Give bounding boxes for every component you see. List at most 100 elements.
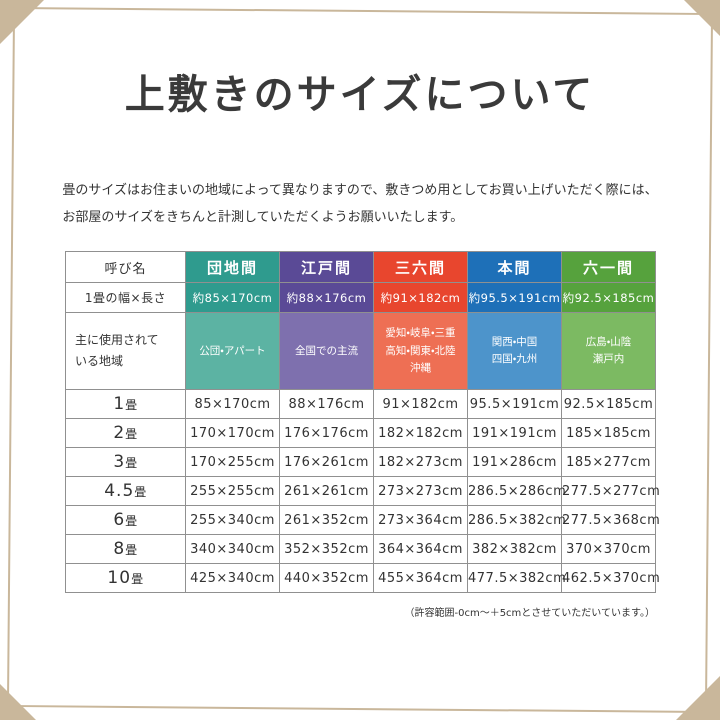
dimension-cell-4: 191×191cm [467,418,562,449]
dimension-cell-3: 182×182cm [373,418,468,449]
dimension-cell-2: 440×352cm [279,563,374,594]
dimension-cell-2: 176×261cm [279,447,374,478]
region-cell-2: 全国での主流 [279,312,374,391]
dimension-cell-1: 85×170cm [185,389,280,420]
dimension-cell-1: 425×340cm [185,563,280,594]
dimension-cell-3: 364×364cm [373,534,468,565]
dimension-cell-5: 277.5×368cm [561,505,660,536]
mat-size-cell-5: 約92.5×185cm [561,282,656,314]
dimension-cell-5: 277.5×277cm [561,476,660,507]
dimension-cell-1: 340×340cm [185,534,280,565]
row-label: 4.5畳 [65,476,186,507]
dimension-cell-4: 95.5×191cm [467,389,562,420]
dimension-cell-4: 286.5×286cm [467,476,566,507]
row-label-unit: 畳 [125,514,138,529]
column-header-3: 三六間 [373,251,468,284]
dimension-cell-1: 255×255cm [185,476,280,507]
row-label-unit: 畳 [125,398,138,413]
region-line: 公団・アパート [199,344,266,357]
row-label-number: 6 [113,510,126,531]
corner-cell: 呼び名 [65,251,186,284]
row-label: 10畳 [65,563,186,594]
dimension-cell-2: 88×176cm [279,389,374,420]
content: 上敷きのサイズについて 畳のサイズはお住まいの地域によって異なりますので、敷きつ… [62,71,660,620]
region-line: 沖縄 [410,361,431,374]
region-line: 全国での主流 [295,344,358,357]
row-label-number: 10 [107,568,132,589]
region-cell-4: 関西・中国四国・九州 [467,312,562,391]
column-header-2: 江戸間 [279,251,374,284]
row-label-unit: 畳 [131,572,144,587]
corner-decoration-bottom-right [676,676,720,720]
column-header-1: 団地間 [185,251,280,284]
table-row-10-mat: 10畳 425×340cm 440×352cm 455×364cm 477.5×382c… [65,563,660,594]
region-row-label-line-2: いる地域 [75,354,124,369]
table-row-3-mat: 3畳 170×255cm 176×261cm 182×273cm 191×286cm 18… [65,447,656,478]
tolerance-footnote: （許容範囲-0cm〜＋5cmとさせていただいています。） [404,608,655,620]
row-label: 3畳 [65,447,186,478]
row-label-number: 3 [113,452,126,473]
row-label-number: 1 [113,394,126,415]
region-row-label-line-1: 主に使用されて [75,332,159,347]
table-row-1-mat: 1畳 85×170cm 88×176cm 91×182cm 95.5×191cm 92.5… [65,389,656,420]
dimension-rows: 1畳 85×170cm 88×176cm 91×182cm 95.5×191cm 92.5… [65,389,660,594]
region-line: 高知・関東・北陸 [385,344,456,357]
dimension-cell-3: 182×273cm [373,447,468,478]
mat-size-cell-1: 約85×170cm [185,282,280,314]
corner-decoration-bottom-left [0,684,36,720]
dimension-cell-3: 273×273cm [373,476,468,507]
dimension-cell-2: 176×176cm [279,418,374,449]
table-row-6-mat: 6畳 255×340cm 261×352cm 273×364cm 286.5×382cm… [65,505,660,536]
description-line-2: お部屋のサイズをきちんと計測していただくようお願いいたします。 [62,209,464,225]
size-table-wrapper: 呼び名 団地間 江戸間 三六間 本間 六一間 1畳の幅×長さ 約85×170cm 約88×… [65,251,660,594]
row-label-unit: 畳 [134,485,147,500]
tatami-size-table: 呼び名 団地間 江戸間 三六間 本間 六一間 1畳の幅×長さ 約85×170cm 約88×… [65,251,660,594]
region-line: 四国・九州 [491,353,538,366]
row-label: 6畳 [65,505,186,536]
dimension-cell-4: 191×286cm [467,447,562,478]
page-title: 上敷きのサイズについて [124,71,596,118]
table-row-8-mat: 8畳 340×340cm 352×352cm 364×364cm 382×382cm 37… [65,534,656,565]
dimension-cell-5: 92.5×185cm [561,389,656,420]
dimension-cell-5: 370×370cm [561,534,656,565]
dimension-cell-4: 382×382cm [467,534,562,565]
dimension-cell-3: 91×182cm [373,389,468,420]
dimension-cell-2: 352×352cm [279,534,374,565]
dimension-cell-1: 170×255cm [185,447,280,478]
mat-size-cell-4: 約95.5×191cm [467,282,562,314]
row-label-unit: 畳 [125,427,138,442]
description-line-1: 畳のサイズはお住まいの地域によって異なりますので、敷きつめ用としてお買い上げいた… [62,183,658,198]
row-label-unit: 畳 [125,543,138,558]
mat-size-cell-3: 約91×182cm [373,282,468,314]
dimension-cell-5: 462.5×370cm [561,563,660,594]
column-header-4: 本間 [467,251,562,284]
corner-decoration-top-right [684,0,720,36]
mat-size-row-label: 1畳の幅×長さ [65,282,186,314]
region-line: 広島・山陰 [585,335,632,348]
row-label-unit: 畳 [125,456,138,471]
table-row-2-mat: 2畳 170×170cm 176×176cm 182×182cm 191×191cm 18… [65,418,656,449]
dimension-cell-3: 273×364cm [373,505,468,536]
region-cell-3: 愛知・岐阜・三重 高知・関東・北陸 沖縄 [373,312,468,391]
table-row-4.5-mat: 4.5畳 255×255cm 261×261cm 273×273cm 286.5×286… [65,476,660,507]
dimension-cell-2: 261×352cm [279,505,374,536]
row-label: 8畳 [65,534,186,565]
corner-decoration-top-left [0,0,44,44]
dimension-cell-1: 255×340cm [185,505,280,536]
region-row-label: 主に使用されて いる地域 [65,312,186,391]
region-line: 愛知・岐阜・三重 [385,327,456,340]
mat-size-row: 1畳の幅×長さ 約85×170cm 約88×176cm 約91×182cm 約95.5… [65,282,656,314]
dimension-cell-1: 170×170cm [185,418,280,449]
description: 畳のサイズはお住まいの地域によって異なりますので、敷きつめ用としてお買い上げいた… [62,178,657,231]
region-cell-5: 広島・山陰 瀬戸内 [561,312,656,391]
column-header-5: 六一間 [561,251,656,284]
dimension-cell-4: 477.5×382cm [467,563,566,594]
dimension-cell-4: 286.5×382cm [467,505,566,536]
mat-size-cell-2: 約88×176cm [279,282,374,314]
dimension-cell-5: 185×277cm [561,447,656,478]
region-line: 関西・中国 [491,335,538,348]
row-label-number: 8 [113,539,126,560]
dimension-cell-3: 455×364cm [373,563,468,594]
row-label: 1畳 [65,389,186,420]
row-label-number: 2 [113,423,126,444]
